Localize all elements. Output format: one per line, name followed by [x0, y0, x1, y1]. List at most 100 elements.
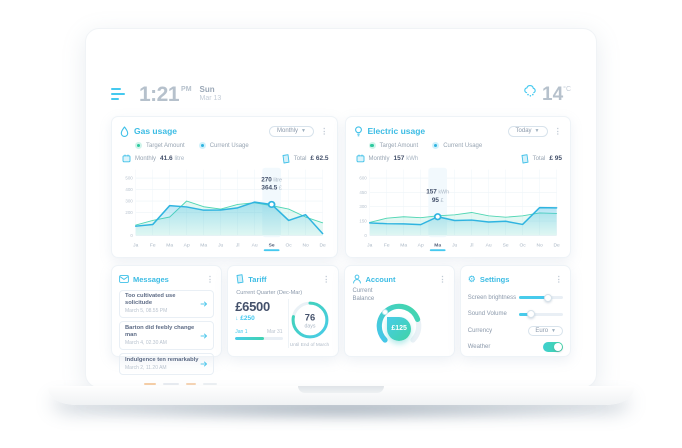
balance-badge: £125: [387, 316, 412, 341]
month-label-4[interactable]: Ma: [434, 243, 441, 249]
month-label-7[interactable]: Au: [485, 243, 491, 249]
message-item[interactable]: Indulgence ten remarkably March 2, 11.20…: [119, 353, 215, 375]
month-label-11[interactable]: De: [319, 243, 326, 249]
cutoff-partial-content: [144, 382, 217, 385]
month-label-3[interactable]: Ap: [417, 243, 423, 249]
current-usage-dot-icon: [198, 142, 206, 149]
month-label-10[interactable]: No: [536, 243, 543, 249]
month-label-4[interactable]: Ma: [200, 243, 207, 249]
tariff-amount: £6500: [235, 299, 270, 314]
tariff-period-range: Jan 1 Mar 31: [235, 329, 282, 335]
tooltip-line2: 364.5 £: [261, 185, 282, 192]
electric-period-dropdown[interactable]: Today ▼: [507, 125, 548, 137]
electric-period-label: Monthly: [368, 155, 390, 162]
month-label-9[interactable]: Oc: [285, 243, 292, 249]
legend-current-usage[interactable]: Current Usage: [432, 142, 482, 149]
account-menu-button[interactable]: ⋮: [438, 273, 447, 284]
currency-value: Euro: [535, 327, 549, 334]
tariff-menu-button[interactable]: ⋮: [322, 273, 331, 284]
message-item[interactable]: Barton did feebly change man March 4, 02…: [119, 321, 215, 350]
gear-icon: ⚙: [467, 273, 476, 284]
legend-target-amount[interactable]: Target Amount: [368, 142, 418, 149]
currency-dropdown[interactable]: Euro ▼: [528, 325, 563, 336]
messages-menu-button[interactable]: ⋮: [205, 273, 215, 284]
weather-widget: 14 °C: [523, 85, 571, 104]
month-label-2[interactable]: Ma: [400, 243, 407, 249]
gas-legend: Target Amount Current Usage: [135, 141, 329, 150]
electric-period-value-amount: 157 kWh: [393, 155, 419, 162]
electric-card-menu-button[interactable]: ⋮: [553, 125, 563, 136]
volume-slider[interactable]: [519, 310, 563, 318]
message-item[interactable]: Too cultivated use solicitude March 5, 0…: [119, 289, 215, 318]
month-label-9[interactable]: Oc: [519, 243, 526, 249]
weather-toggle[interactable]: [543, 342, 563, 352]
receipt-icon: [520, 153, 529, 164]
light-bulb-icon: [354, 125, 363, 137]
month-label-8[interactable]: Se: [269, 243, 275, 249]
svg-text:450: 450: [359, 190, 367, 195]
target-amount-dot-icon: [135, 142, 142, 149]
legend-current-usage[interactable]: Current Usage: [198, 142, 249, 149]
svg-text:500: 500: [125, 176, 133, 181]
month-label-7[interactable]: Au: [252, 243, 258, 249]
month-label-8[interactable]: Se: [502, 243, 508, 249]
month-label-6[interactable]: Jl: [469, 243, 473, 249]
setting-screen-brightness: Screen brightness: [468, 293, 563, 303]
slider-fill: [519, 312, 532, 316]
settings-title: Settings: [479, 274, 510, 284]
tariff-body: £6500 ↓ £250 Jan 1 Mar 31: [235, 299, 330, 348]
settings-menu-button[interactable]: ⋮: [554, 273, 564, 284]
month-label-1[interactable]: Fe: [150, 243, 156, 249]
gas-summary-row: Monthly 41.6 litre Total £ 62.5: [122, 153, 329, 164]
electric-summary-row: Monthly 157 kWh Total £ 95: [356, 153, 562, 164]
current-usage-dot-icon: [432, 142, 440, 149]
legend-label: Target Amount: [146, 142, 185, 149]
arrow-right-icon: [200, 361, 208, 367]
gas-card-menu-button[interactable]: ⋮: [320, 125, 329, 136]
tariff-subtitle: Current Quarter (Dec-Mar): [236, 290, 303, 296]
svg-text:0: 0: [364, 233, 367, 238]
messages-header: Messages ⋮: [119, 272, 214, 286]
balance-gauge: £125: [372, 298, 426, 357]
brightness-slider[interactable]: [519, 293, 563, 302]
slider-knob[interactable]: [527, 310, 536, 318]
month-label-0[interactable]: Ja: [133, 243, 139, 249]
tariff-progress-bar: [235, 337, 283, 340]
month-label-2[interactable]: Ma: [166, 243, 173, 249]
hamburger-menu-icon[interactable]: [111, 87, 125, 101]
selected-point-marker: [433, 213, 442, 221]
message-time: March 2, 11.20 AM: [125, 365, 167, 372]
gauge-marker-dot: [382, 309, 389, 316]
month-label-3[interactable]: Ap: [184, 243, 190, 249]
svg-text:150: 150: [359, 219, 367, 224]
slider-fill: [519, 296, 549, 299]
legend-target-amount[interactable]: Target Amount: [135, 142, 185, 149]
tariff-title: Tariff: [248, 274, 267, 284]
message-subject: Too cultivated use solicitude: [125, 293, 176, 307]
tariff-card: Tariff ⋮ Current Quarter (Dec-Mar) £6500…: [227, 265, 339, 357]
svg-text:400: 400: [125, 187, 133, 192]
month-label-5[interactable]: Ju: [218, 243, 224, 249]
gas-period-dropdown[interactable]: Monthly ▼: [269, 125, 314, 137]
svg-text:300: 300: [125, 199, 133, 204]
slider-knob[interactable]: [544, 293, 553, 302]
month-label-6[interactable]: Jl: [236, 243, 240, 249]
electric-total-label: Total: [532, 155, 546, 162]
month-label-1[interactable]: Fe: [383, 243, 389, 249]
month-label-5[interactable]: Ju: [452, 243, 458, 249]
toggle-knob: [554, 343, 562, 351]
month-label-10[interactable]: No: [302, 243, 309, 249]
month-label-11[interactable]: De: [553, 243, 560, 249]
tooltip-line1: 157 kWh: [426, 189, 449, 196]
bottom-cards-row: Messages ⋮ Too cultivated use solicitude…: [111, 265, 571, 375]
messages-title: Messages: [133, 274, 169, 284]
month-label-0[interactable]: Ja: [367, 243, 373, 249]
calendar-icon: [356, 154, 365, 163]
energy-dashboard: 1:21 PM Sun Mar 13: [111, 79, 571, 375]
weekday-label: Sun: [199, 85, 215, 95]
date-label: Mar 13: [199, 94, 222, 102]
gas-drop-icon: [120, 125, 129, 137]
tariff-header: Tariff ⋮: [235, 272, 331, 286]
